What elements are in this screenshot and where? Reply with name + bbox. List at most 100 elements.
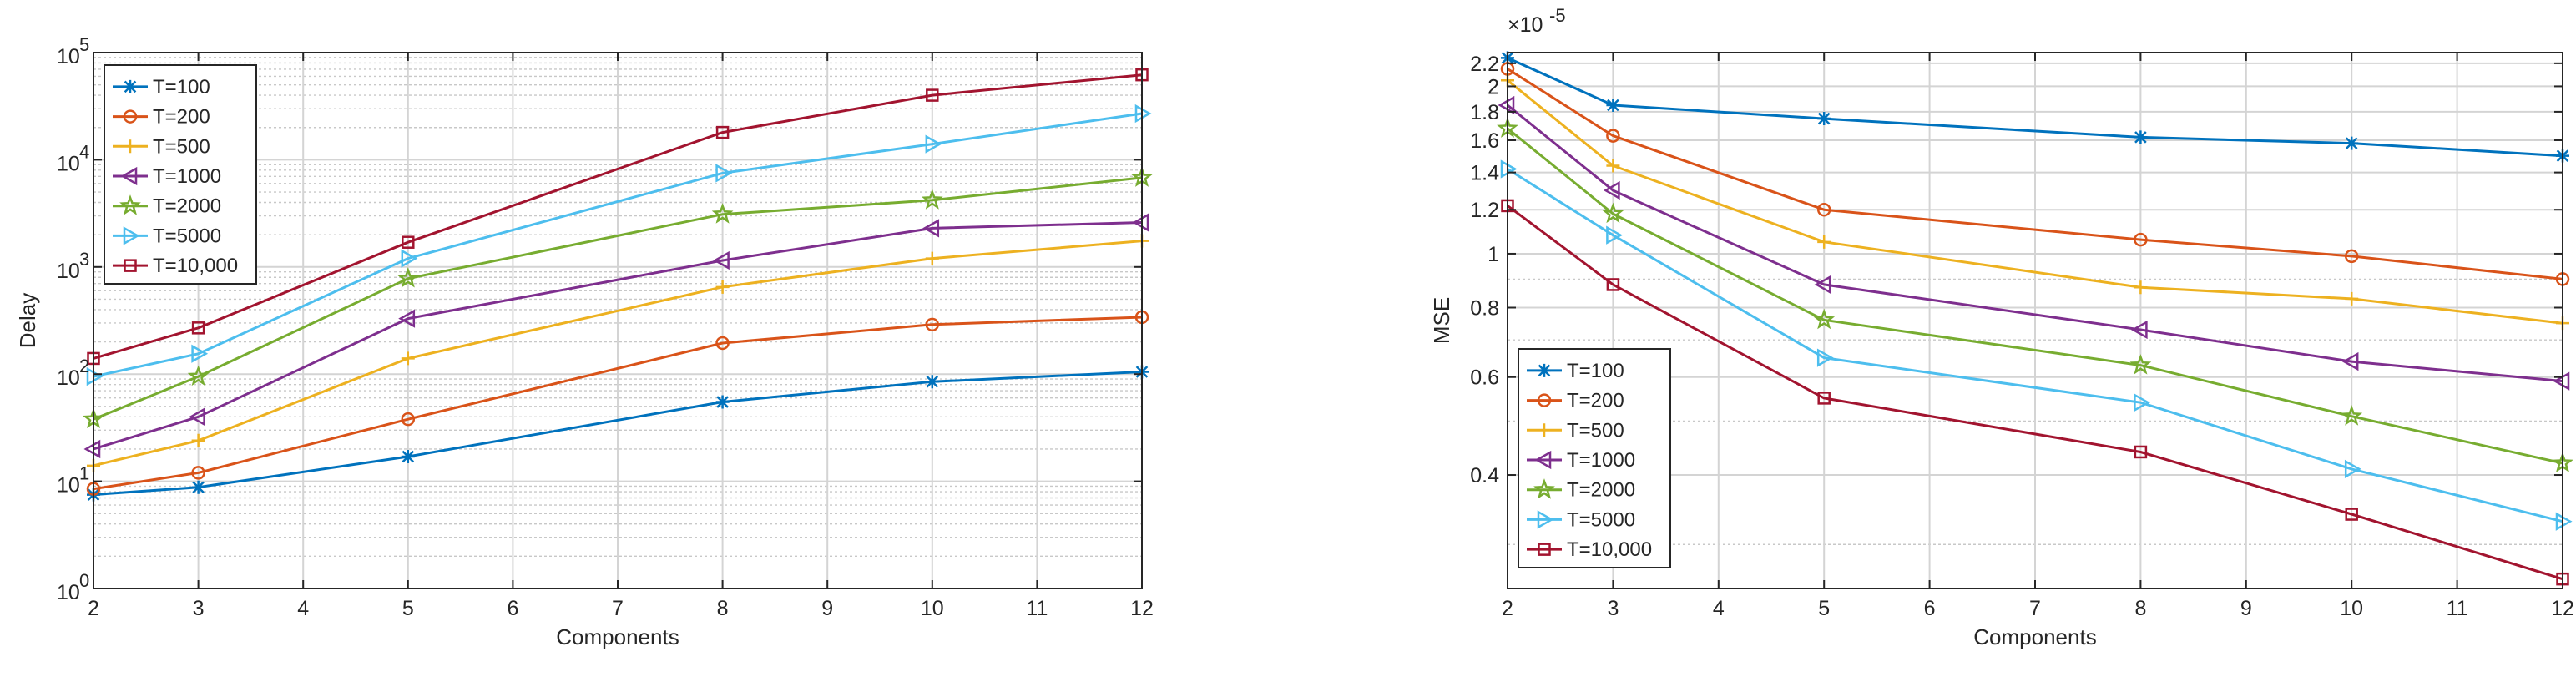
- y-tick-exponent: 3: [79, 249, 89, 270]
- legend-marker: [119, 194, 141, 215]
- x-tick-label: 7: [612, 597, 624, 620]
- data-point: [921, 189, 943, 210]
- data-point: [1606, 278, 1620, 291]
- data-point: [711, 203, 734, 224]
- y-tick-mantissa: 10: [57, 45, 80, 68]
- data-point: [925, 251, 939, 265]
- data-point: [1606, 129, 1620, 143]
- data-point: [402, 235, 415, 249]
- x-tick-label: 4: [1713, 597, 1725, 620]
- legend-label: T=500: [153, 135, 210, 158]
- mse-chart: 2 3 4 5 6 7 8 9 10 11 12 Components 0.4 0.6 0.8 1 1.2 1.4…: [1429, 5, 2574, 649]
- data-point: [191, 466, 205, 480]
- legend-item: T=500: [1527, 419, 1624, 442]
- series-line: [1507, 104, 2563, 383]
- series-T=5000: [1500, 159, 2573, 531]
- data-point: [2345, 136, 2359, 150]
- data-point: [2345, 291, 2359, 306]
- data-point: [2341, 351, 2359, 371]
- y-tick-mantissa: 10: [57, 581, 80, 604]
- data-point: [191, 433, 205, 447]
- data-point: [1602, 202, 1624, 224]
- x-axis-label: Components: [556, 624, 679, 649]
- series-line: [1507, 79, 2563, 325]
- data-point: [398, 309, 416, 328]
- legend-label: T=5000: [1567, 508, 1635, 531]
- data-point: [713, 250, 730, 270]
- data-point: [191, 344, 209, 363]
- legend-label: T=10,000: [153, 255, 238, 277]
- series-T=10,000: [1501, 199, 2569, 586]
- x-tick-label: 9: [2240, 597, 2252, 620]
- data-point: [1606, 98, 1620, 112]
- data-point: [1816, 202, 1831, 217]
- legend: T=100 T=200 T=500 T=1000 T=2000 T=5000 T=10,00…: [104, 64, 257, 285]
- legend-marker: [1534, 450, 1552, 470]
- y-tick-mantissa: 10: [57, 260, 80, 283]
- series-line: [93, 176, 1143, 421]
- legend-item: T=1000: [113, 165, 221, 188]
- y-tick-label: 0.8: [1470, 297, 1499, 321]
- legend-item: T=100: [1527, 360, 1624, 382]
- series-T=2000: [83, 166, 1153, 429]
- legend-box: [104, 64, 257, 285]
- data-point: [1814, 275, 1831, 295]
- legend-item: T=200: [1527, 390, 1624, 412]
- data-point: [1813, 308, 1836, 330]
- x-tick-label: 12: [1130, 597, 1154, 620]
- y-axis-label: MSE: [1429, 297, 1454, 344]
- legend-marker: [124, 139, 137, 154]
- series-line: [93, 240, 1143, 467]
- y-tick-label: 0.6: [1470, 366, 1499, 390]
- x-tick-label: 7: [2029, 597, 2041, 620]
- data-point: [2134, 393, 2150, 412]
- legend-marker: [1538, 423, 1551, 437]
- legend-item: T=2000: [1527, 478, 1635, 502]
- y-axis: 0.4 0.6 0.8 1 1.2 1.4 1.6 1.822.2: [1470, 53, 2563, 488]
- series-line: [1507, 68, 2563, 280]
- series-line: [1507, 205, 2563, 581]
- x-tick-label: 5: [402, 597, 414, 620]
- legend-label: T=500: [1567, 419, 1624, 442]
- x-tick-label: 3: [193, 597, 205, 620]
- legend-item: T=200: [113, 106, 210, 129]
- legend-marker: [1538, 543, 1551, 556]
- y-tick-exponent: 0: [79, 570, 89, 591]
- x-tick-label: 11: [2447, 597, 2468, 620]
- legend-marker: [1537, 393, 1552, 407]
- y-tick-exponent: 1: [79, 463, 89, 484]
- data-point: [925, 134, 942, 154]
- y-tick-label: 1: [1488, 243, 1499, 266]
- data-point: [1817, 392, 1831, 405]
- legend-label: T=5000: [153, 225, 221, 247]
- data-point: [401, 412, 416, 427]
- legend-marker: [124, 79, 137, 93]
- data-point: [191, 321, 205, 335]
- x-axis: 2 3 4 5 6 7 8 9 10 11 12: [1502, 53, 2574, 620]
- data-point: [1816, 348, 1834, 367]
- legend-marker: [1537, 510, 1554, 529]
- data-point: [2345, 508, 2358, 521]
- series-line: [93, 371, 1143, 497]
- series-line: [1507, 57, 2563, 158]
- data-point: [189, 407, 205, 427]
- legend-label: T=100: [1567, 360, 1624, 382]
- delay-chart: 2 3 4 5 6 7 8 9 10 11 12Components1001011021031041…: [15, 34, 1154, 649]
- x-tick-label: 8: [2134, 597, 2146, 620]
- legend-label: T=1000: [153, 165, 221, 188]
- y-multiplier: ×10 -5: [1508, 5, 1566, 37]
- x-tick-label: 9: [821, 597, 833, 620]
- data-point: [401, 249, 418, 268]
- data-point: [922, 219, 940, 238]
- data-point: [925, 317, 940, 332]
- x-tick-label: 6: [1924, 597, 1936, 620]
- data-point: [2344, 249, 2359, 264]
- data-point: [2129, 354, 2152, 375]
- y-tick-mantissa: 10: [57, 152, 80, 175]
- data-point: [401, 450, 415, 464]
- y-tick-label: 1.2: [1470, 199, 1499, 222]
- legend-marker: [123, 226, 140, 245]
- legend-item: T=10,000: [1527, 538, 1652, 561]
- y-tick-mantissa: 10: [57, 366, 80, 390]
